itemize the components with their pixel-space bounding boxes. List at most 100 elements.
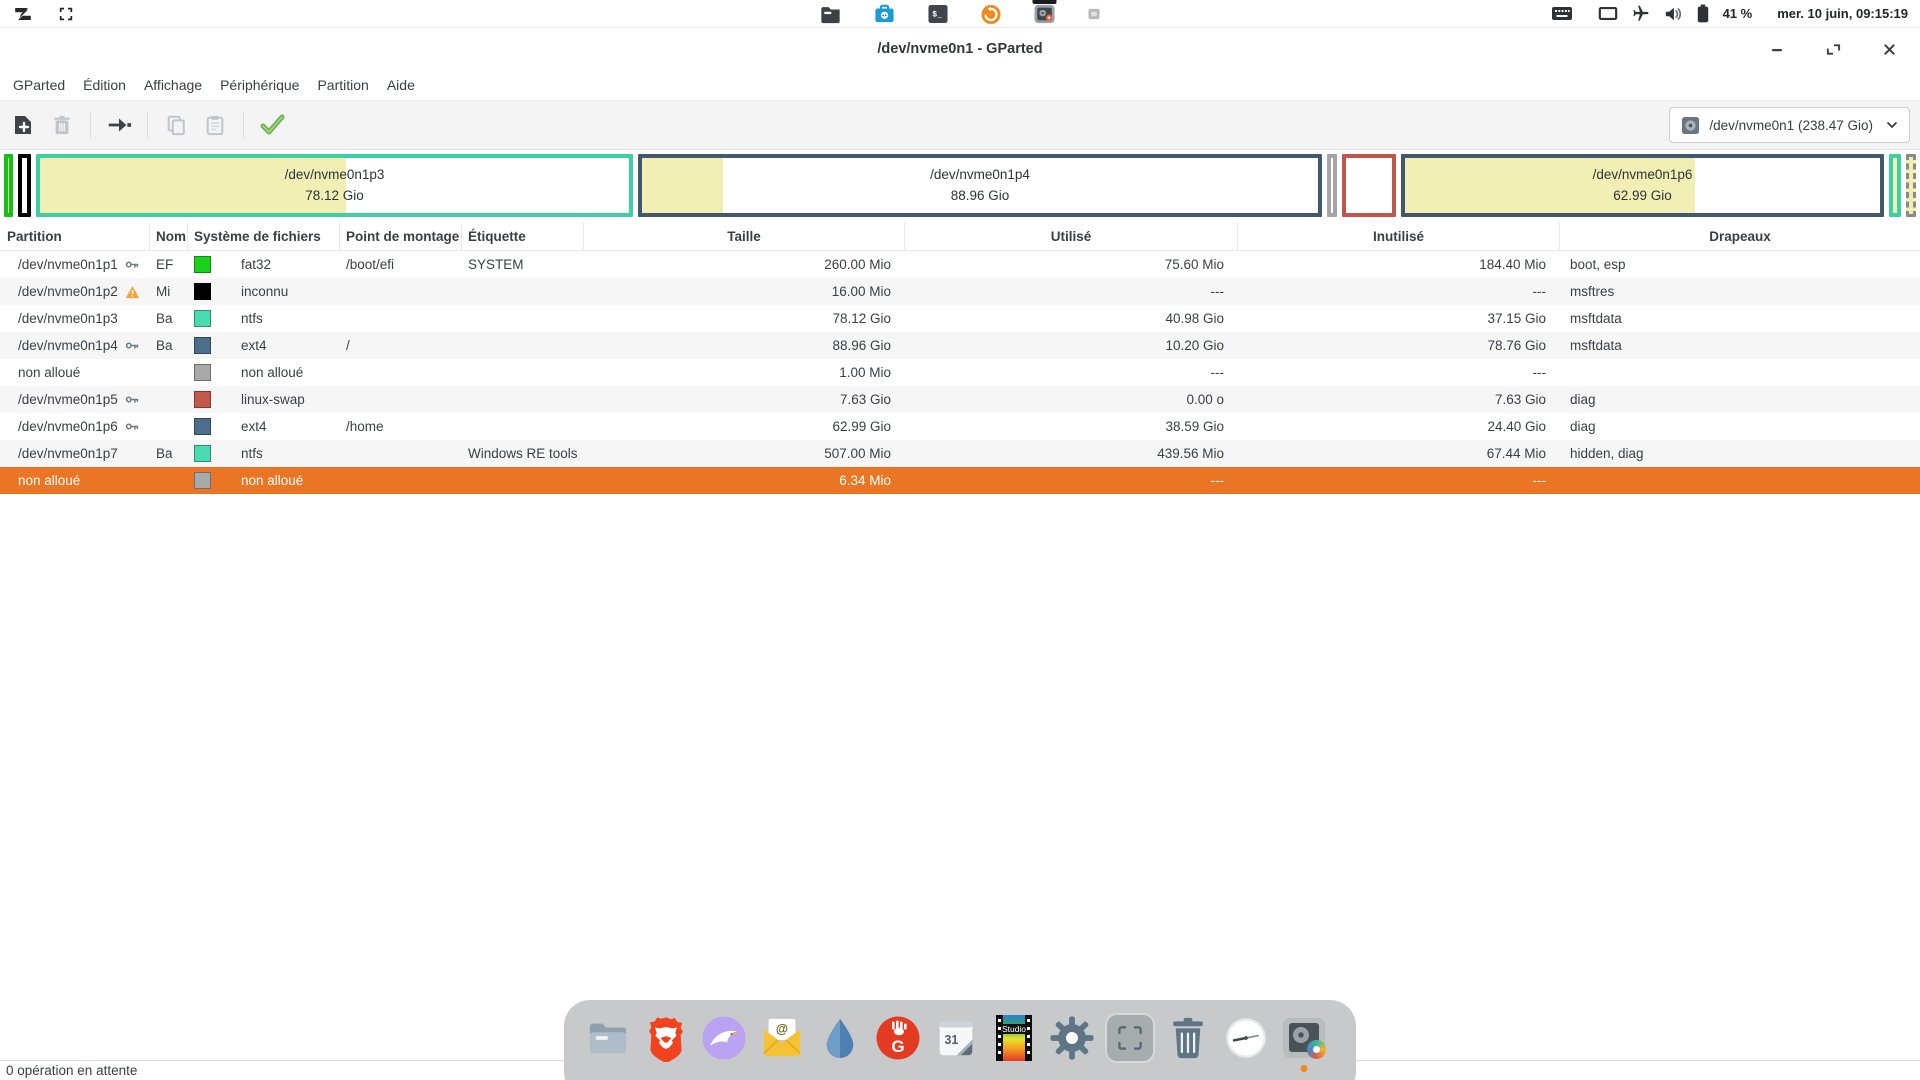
table-row[interactable]: /dev/nvme0n1p2 Mi inconnu 16.00 Mio --- --- ms… (0, 278, 1920, 305)
partition-gpt-name: Ba (156, 338, 173, 353)
menu-gparted[interactable]: GParted (13, 77, 66, 93)
table-row[interactable]: /dev/nvme0n1p3 Ba ntfs 78.12 Gio 40.98 Gio 37… (0, 305, 1920, 332)
dock-g-hand-app-icon[interactable]: G (873, 1013, 923, 1063)
column-header-label[interactable]: Étiquette (462, 222, 584, 250)
filesystem-color-swatch (194, 310, 211, 327)
menu-aide[interactable]: Aide (386, 77, 415, 93)
dock-gparted-icon[interactable] (1279, 1013, 1329, 1072)
disk-segment-nvme0n1p6[interactable]: /dev/nvme0n1p6 62.99 Gio (1401, 154, 1884, 217)
disk-segment-unallocated-1[interactable] (1327, 154, 1337, 217)
menu-peripherique[interactable]: Périphérique (220, 77, 300, 93)
display-status-icon[interactable] (1598, 5, 1618, 22)
filesystem-color-swatch (194, 418, 211, 435)
partition-used: 0.00 o (1186, 392, 1224, 407)
column-header-flags[interactable]: Drapeaux (1709, 228, 1771, 244)
apply-operations-button[interactable] (257, 110, 287, 140)
terminal-window-icon[interactable]: $_ (928, 0, 949, 28)
battery-percent[interactable]: 41 % (1722, 6, 1753, 21)
partition-used: --- (1210, 365, 1225, 380)
partition-label: SYSTEM (468, 257, 524, 272)
chevron-down-icon (1886, 121, 1898, 129)
tray-window-icon[interactable] (1088, 0, 1101, 28)
disk-segment-nvme0n1p2[interactable] (18, 154, 31, 217)
svg-text:$_: $_ (932, 10, 942, 19)
column-header-filesystem[interactable]: Système de fichiers (188, 222, 340, 250)
dock-mail-icon[interactable]: @ (757, 1013, 807, 1063)
delete-partition-button[interactable] (47, 110, 77, 140)
dock-screenshot-icon[interactable] (1105, 1013, 1155, 1063)
gparted-window-icon[interactable] (1032, 0, 1057, 28)
airplane-mode-icon[interactable] (1631, 4, 1650, 23)
table-row[interactable]: /dev/nvme0n1p7 Ba ntfs Windows RE tools 507.… (0, 440, 1920, 467)
disk-segment-nvme0n1p4[interactable]: /dev/nvme0n1p4 88.96 Gio (638, 154, 1322, 217)
resize-move-button[interactable] (104, 110, 134, 140)
disk-segment-nvme0n1p3[interactable]: /dev/nvme0n1p3 78.12 Gio (36, 154, 633, 217)
filesystem-type: non alloué (241, 365, 304, 380)
table-row[interactable]: /dev/nvme0n1p4 Ba ext4 / 88.96 Gio 10.20 Gio 7… (0, 332, 1920, 359)
dock-files-icon[interactable] (583, 1013, 633, 1063)
dock-bird-browser-icon[interactable] (699, 1013, 749, 1063)
volume-icon[interactable] (1663, 5, 1683, 23)
partition-unused: 7.63 Gio (1494, 392, 1546, 407)
dock-brave-icon[interactable] (641, 1013, 691, 1063)
disk-segment-unallocated-2[interactable] (1906, 154, 1916, 217)
used-space-fill (40, 158, 347, 213)
files-window-icon[interactable] (820, 0, 842, 28)
table-row[interactable]: /dev/nvme0n1p5 linux-swap 7.63 Gio 0.00 o 7.… (0, 386, 1920, 413)
zorin-logo-icon[interactable] (12, 3, 34, 25)
toolbox-window-icon[interactable] (874, 0, 896, 28)
partition-flags: msftdata (1570, 338, 1622, 353)
mount-point: /boot/efi (346, 257, 395, 272)
column-header-name[interactable]: Nom (150, 222, 188, 250)
menu-affichage[interactable]: Affichage (143, 77, 203, 93)
battery-icon[interactable] (1696, 4, 1710, 23)
paste-partition-button[interactable] (200, 110, 230, 140)
filesystem-type: fat32 (241, 257, 272, 272)
keyboard-layout-icon[interactable] (1551, 5, 1573, 22)
new-partition-button[interactable] (8, 110, 38, 140)
column-header-used[interactable]: Utilisé (905, 222, 1238, 250)
filesystem-color-swatch (194, 364, 211, 381)
disk-segment-nvme0n1p5[interactable] (1342, 154, 1396, 217)
partition-label: Windows RE tools (468, 446, 578, 461)
workspace-overview-icon[interactable] (58, 6, 74, 22)
menu-edition[interactable]: Édition (83, 77, 126, 93)
table-row[interactable]: /dev/nvme0n1p6 ext4/home 62.99 Gio 38.59 Gi… (0, 413, 1920, 440)
copy-partition-button[interactable] (161, 110, 191, 140)
restore-button[interactable] (1824, 40, 1842, 58)
device-selector[interactable]: /dev/nvme0n1 (238.47 Gio) (1669, 107, 1910, 143)
disk-segment-nvme0n1p7[interactable] (1889, 154, 1901, 217)
dock-trash-icon[interactable] (1163, 1013, 1213, 1063)
table-row[interactable]: non alloué non alloué 1.00 Mio --- --- (0, 359, 1920, 386)
filesystem-type: non alloué (241, 473, 304, 488)
dock-calendar-icon[interactable]: 31 (931, 1013, 981, 1063)
column-header-size[interactable]: Taille (584, 222, 905, 250)
segment-label: /dev/nvme0n1p6 62.99 Gio (1592, 166, 1693, 203)
clock[interactable]: mer. 10 juin, 09:15:19 (1777, 6, 1908, 21)
dock-obs-studio-icon[interactable]: Studio (989, 1013, 1039, 1063)
partition-gpt-name: Mi (156, 284, 171, 299)
table-row[interactable]: non alloué non alloué 6.34 Mio --- --- (0, 467, 1920, 494)
minimize-button[interactable] (1768, 40, 1786, 58)
column-header-partition[interactable]: Partition (0, 222, 150, 250)
dock-settings-icon[interactable] (1047, 1013, 1097, 1063)
disk-segment-nvme0n1p1[interactable] (4, 154, 13, 217)
column-header-unused[interactable]: Inutilisé (1238, 222, 1560, 250)
partition-unused: 67.44 Mio (1486, 446, 1546, 461)
dock-clock-icon[interactable] (1221, 1013, 1271, 1063)
partition-flags: diag (1570, 419, 1596, 434)
updater-window-icon[interactable] (981, 0, 1002, 28)
menu-partition[interactable]: Partition (317, 77, 369, 93)
dock-deluge-icon[interactable] (815, 1013, 865, 1063)
used-space-fill (642, 158, 724, 213)
partition-name: /dev/nvme0n1p6 (18, 419, 118, 434)
svg-text:G: G (891, 1037, 904, 1056)
close-button[interactable] (1880, 40, 1898, 58)
partition-size: 88.96 Gio (832, 338, 891, 353)
dock: @ G 31 Studio (564, 1000, 1356, 1080)
table-row[interactable]: /dev/nvme0n1p1 EF fat32/boot/efi SYSTEM 260.… (0, 251, 1920, 278)
mount-point: / (346, 338, 350, 353)
toolbar-separator (90, 112, 91, 138)
key-icon (125, 396, 139, 403)
column-header-mountpoint[interactable]: Point de montage (340, 222, 462, 250)
